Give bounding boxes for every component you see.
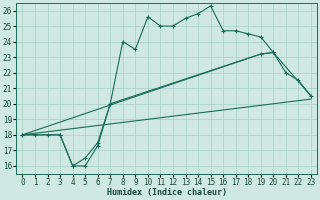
X-axis label: Humidex (Indice chaleur): Humidex (Indice chaleur) bbox=[107, 188, 227, 197]
